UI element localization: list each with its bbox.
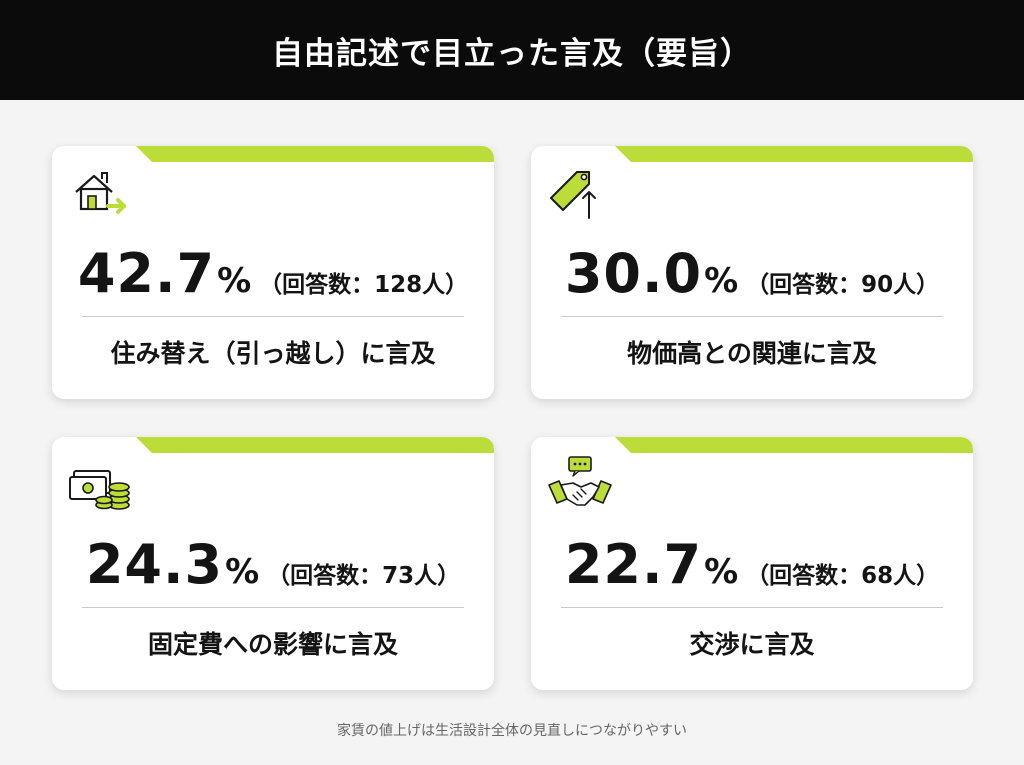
header-bar: 自由記述で目立った言及（要旨）: [0, 0, 1024, 100]
card-label: 住み替え（引っ越し）に言及: [110, 339, 436, 368]
stat-card-fixed-costs: 24.3 % （回答数：73人） 固定費への影響に言及: [52, 437, 494, 690]
respondent-count: （回答数：90人）: [746, 272, 940, 298]
stat-card-negotiation: 22.7 % （回答数：68人） 交渉に言及: [531, 437, 973, 690]
card-accent-bar: [136, 146, 494, 162]
stat-line: 24.3 % （回答数：73人）: [52, 533, 494, 597]
card-accent-bar: [615, 146, 973, 162]
money-coins-icon: [68, 455, 134, 515]
card-label: 固定費への影響に言及: [147, 630, 398, 659]
footer-note: 家賃の値上げは生活設計全体の見直しにつながりやすい: [337, 723, 687, 739]
card-accent-bar: [136, 437, 494, 453]
stat-line: 42.7 % （回答数：128人）: [52, 242, 494, 306]
divider: [82, 607, 464, 608]
percent-sign: %: [217, 261, 252, 301]
percent-value: 42.7: [77, 242, 216, 305]
percent-sign: %: [704, 552, 739, 592]
respondent-count: （回答数：73人）: [267, 563, 461, 589]
price-tag-up-icon: [547, 164, 613, 224]
stat-card-inflation: 30.0 % （回答数：90人） 物価高との関連に言及: [531, 146, 973, 399]
percent-sign: %: [225, 552, 260, 592]
stat-card-relocation: 42.7 % （回答数：128人） 住み替え（引っ越し）に言及: [52, 146, 494, 399]
divider: [561, 316, 943, 317]
percent-sign: %: [704, 261, 739, 301]
stat-line: 22.7 % （回答数：68人）: [531, 533, 973, 597]
divider: [82, 316, 464, 317]
stat-line: 30.0 % （回答数：90人）: [531, 242, 973, 306]
percent-value: 22.7: [564, 533, 703, 596]
divider: [561, 607, 943, 608]
card-accent-bar: [615, 437, 973, 453]
card-label: 交渉に言及: [689, 630, 815, 659]
percent-value: 24.3: [85, 533, 224, 596]
card-label: 物価高との関連に言及: [627, 339, 877, 368]
percent-value: 30.0: [564, 242, 703, 305]
handshake-chat-icon: [547, 455, 613, 515]
respondent-count: （回答数：68人）: [746, 563, 940, 589]
page-title: 自由記述で目立った言及（要旨）: [272, 35, 752, 72]
house-move-icon: [68, 164, 134, 224]
respondent-count: （回答数：128人）: [259, 272, 469, 298]
